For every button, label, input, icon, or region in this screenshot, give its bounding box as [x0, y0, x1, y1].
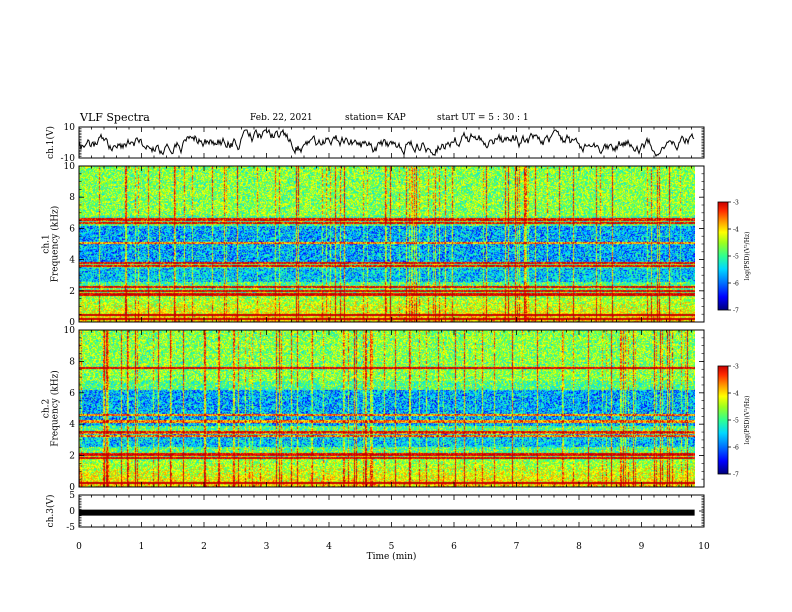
ch1-colorbar-tick-label: -3 [733, 200, 739, 207]
date-label: Feb. 22, 2021 [250, 113, 313, 123]
ch1-colorbar-tick-label: -4 [733, 227, 739, 234]
ch2-colorbar-tick-label: -4 [733, 391, 739, 398]
ch1-spectrogram-ytick-label: 0 [69, 318, 75, 328]
x-tick-label: 3 [264, 542, 270, 552]
ch2-colorbar-tick-label: -6 [733, 445, 739, 452]
ch2-colorbar-label-text: log(PSD)(V²/Hz) [744, 396, 751, 445]
ch2-colorbar [717, 365, 729, 475]
x-tick-label: 0 [76, 542, 82, 552]
station-label: station= KAP [345, 113, 406, 123]
ch1-colorbar-label-text: log(PSD)(V²/Hz) [744, 232, 751, 281]
ch3-waveform-ylabel: ch.3(V) [45, 495, 56, 528]
ch2-spectrogram-ylabel-line: ch.2 [42, 399, 52, 418]
x-tick-label: 9 [639, 542, 645, 552]
ch1-spectrogram-ytick-label: 10 [64, 162, 76, 172]
ch1-spectrogram-ylabel-line: Frequency (kHz) [50, 206, 61, 283]
start-time-label: start UT = 5 : 30 : 1 [437, 113, 529, 123]
x-tick-label: 10 [698, 542, 710, 552]
ch2-spectrogram-ytick-label: 8 [69, 357, 75, 367]
ch1-colorbar [717, 201, 729, 311]
x-tick-label: 4 [326, 542, 332, 552]
x-tick-label: 7 [514, 542, 520, 552]
ch2-colorbar-tick-label: -5 [733, 418, 739, 425]
ch1-colorbar-tick-label: -6 [733, 281, 739, 288]
ch2-spectrogram-ytick-label: 6 [69, 389, 75, 399]
ch3-waveform-ytick-label: -5 [66, 523, 75, 533]
ch1-spectrogram-ylabel: ch.1 Frequency (kHz) [42, 206, 61, 283]
ch3-waveform-ylabel-line: ch.3(V) [45, 495, 56, 528]
ch2-spectrogram-ytick-label: 4 [69, 420, 75, 430]
ch3-waveform-ytick-label: 5 [69, 491, 75, 501]
ch1-colorbar-label: log(PSD)(V²/Hz) [744, 232, 751, 281]
ch1-spectrogram-ytick-label: 4 [69, 256, 75, 266]
x-axis-title: Time (min) [367, 551, 417, 562]
ch2-spectrogram-ylabel: ch.2 Frequency (kHz) [42, 370, 61, 447]
ch1-colorbar-tick-label: -5 [733, 254, 739, 261]
ch2-spectrogram-ytick-label: 10 [64, 326, 76, 336]
ch1-waveform-ylabel-line: ch.1(V) [45, 126, 56, 159]
x-tick-label: 2 [201, 542, 207, 552]
figure-title: VLF Spectra [80, 111, 150, 124]
ch2-colorbar-tick-label: -3 [733, 364, 739, 371]
ch2-colorbar-label: log(PSD)(V²/Hz) [744, 396, 751, 445]
ch2-spectrogram-ytick-label: 2 [69, 452, 75, 462]
ch1-waveform-ytick-label: 10 [64, 123, 76, 133]
ch2-spectrogram-ylabel-line: Frequency (kHz) [50, 370, 61, 447]
ch2-spectrogram-image [79, 330, 695, 487]
ch2-spectrogram-ytick-label: 0 [69, 483, 75, 493]
ch1-spectrogram-ytick-label: 2 [69, 287, 75, 297]
ch1-spectrogram-ylabel-line: ch.1 [42, 234, 52, 253]
ch1-waveform-ylabel: ch.1(V) [45, 126, 56, 159]
ch2-colorbar-tick-label: -7 [733, 472, 739, 479]
ch1-colorbar-tick-label: -7 [733, 308, 739, 315]
x-tick-label: 8 [576, 542, 582, 552]
x-tick-label: 1 [139, 542, 145, 552]
x-tick-label: 6 [451, 542, 457, 552]
x-tick-label: 5 [389, 542, 395, 552]
ch1-spectrogram-ytick-label: 6 [69, 224, 75, 234]
ch1-spectrogram-image [79, 166, 695, 322]
ch1-spectrogram-ytick-label: 8 [69, 193, 75, 203]
ch1-waveform-line [78, 128, 695, 157]
ch1-waveform-ytick-label: -10 [61, 154, 76, 164]
ch3-waveform-ytick-label: 0 [69, 507, 75, 517]
